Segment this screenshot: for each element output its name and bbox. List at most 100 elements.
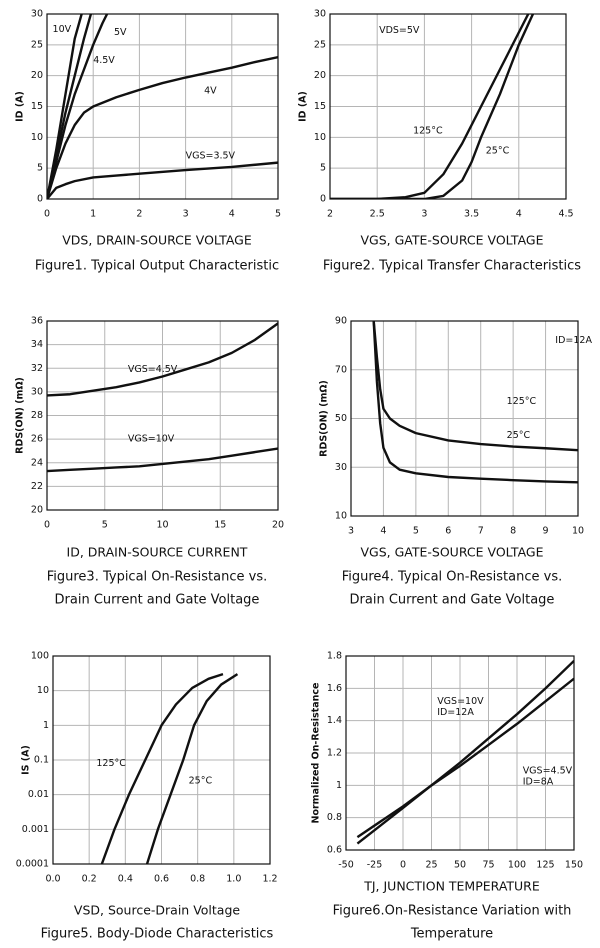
y-tick-label: 10 xyxy=(37,685,49,696)
x-tick-label: 1.2 xyxy=(262,874,277,885)
x-axis-label: ID, DRAIN-SOURCE CURRENT xyxy=(67,545,248,560)
x-axis-label: VGS, GATE-SOURCE VOLTAGE xyxy=(360,545,543,560)
series-condition: ID=8A xyxy=(523,776,554,787)
curve xyxy=(100,672,224,864)
y-tick-label: 36 xyxy=(31,316,43,327)
x-tick-label: 25 xyxy=(425,860,437,871)
y-tick-label: 24 xyxy=(31,457,43,468)
curve xyxy=(47,447,278,473)
series-label: 125°C xyxy=(413,126,443,137)
x-tick-label: 7 xyxy=(478,526,484,537)
caption: Drain Current and Gate Voltage xyxy=(55,593,260,608)
x-tick-label: 0.6 xyxy=(154,874,169,885)
x-tick-label: 4 xyxy=(229,209,235,220)
x-tick-label: 20 xyxy=(272,520,284,531)
x-tick-label: 4.5 xyxy=(558,209,573,220)
series-label: 25°C xyxy=(189,775,213,786)
y-tick-label: 0 xyxy=(320,194,326,205)
caption: Figure3. Typical On-Resistance vs. xyxy=(47,570,268,585)
y-tick-label: 5 xyxy=(320,163,326,174)
plot-frame xyxy=(350,320,579,517)
y-axis-label: RDS(ON) (mΩ) xyxy=(319,380,330,457)
x-tick-label: 10 xyxy=(156,520,168,531)
y-tick-label: 15 xyxy=(31,101,43,112)
y-tick-label: 0 xyxy=(37,194,43,205)
y-tick-label: 10 xyxy=(335,511,347,522)
caption: Figure6.On-Resistance Variation with xyxy=(333,904,572,919)
x-tick-label: 100 xyxy=(508,860,526,871)
curve xyxy=(372,321,578,484)
x-tick-label: 5 xyxy=(102,520,108,531)
x-tick-label: 8 xyxy=(510,526,516,537)
x-tick-label: 150 xyxy=(565,860,583,871)
series-label: VGS=10V xyxy=(128,434,175,445)
chart: 0.6 0.8 1 1.2 1.4 1.6 1.8 -50 -25 0 25 50 75 100 125 15… xyxy=(311,651,584,942)
caption: Figure4. Typical On-Resistance vs. xyxy=(342,570,563,585)
caption: Figure1. Typical Output Characteristic xyxy=(35,259,279,274)
x-tick-label: 9 xyxy=(543,526,549,537)
x-tick-label: 6 xyxy=(445,526,451,537)
x-tick-label: 0.8 xyxy=(190,874,205,885)
x-tick-label: 0.0 xyxy=(45,874,60,885)
y-tick-label: 0.8 xyxy=(327,812,342,823)
annotation: ID=12A xyxy=(555,335,592,346)
series-label: 125°C xyxy=(507,396,537,407)
x-tick-label: 4 xyxy=(380,526,386,537)
y-axis-label: RDS(ON) (mΩ) xyxy=(15,377,26,454)
y-tick-label: 1.2 xyxy=(327,748,342,759)
y-tick-label: 5 xyxy=(37,163,43,174)
curve xyxy=(47,161,278,199)
y-tick-label: 0.6 xyxy=(327,845,342,856)
x-tick-label: 0 xyxy=(400,860,406,871)
x-tick-label: 0.4 xyxy=(118,874,133,885)
x-tick-label: 2 xyxy=(136,209,142,220)
series-label: 25°C xyxy=(486,145,510,156)
y-tick-label: 10 xyxy=(31,132,43,143)
chart: 20 22 24 26 28 30 32 34 36 0 5 10 15 20 VGS=4.5V VGS=10… xyxy=(15,316,285,608)
y-axis-label: ID (A) xyxy=(298,91,309,122)
y-tick-label: 30 xyxy=(335,462,347,473)
x-axis-label: TJ, JUNCTION TEMPERATURE xyxy=(363,879,540,894)
y-tick-label: 0.01 xyxy=(28,789,49,800)
plot-frame xyxy=(46,13,279,200)
curve xyxy=(47,55,278,199)
x-tick-label: -25 xyxy=(367,860,383,871)
y-tick-label: 32 xyxy=(31,363,43,374)
y-tick-label: 90 xyxy=(335,316,347,327)
curve xyxy=(47,14,93,199)
y-axis-label: ID (A) xyxy=(15,91,26,122)
y-tick-label: 20 xyxy=(314,70,326,81)
x-tick-label: 10 xyxy=(572,526,584,537)
series-label: VGS=4.5V xyxy=(523,765,573,776)
plot-frame xyxy=(345,655,575,851)
y-tick-label: 15 xyxy=(314,101,326,112)
y-tick-label: 34 xyxy=(31,339,43,350)
x-tick-label: 3 xyxy=(183,209,189,220)
series-label: 5V xyxy=(114,27,127,38)
y-tick-label: 26 xyxy=(31,434,43,445)
x-tick-label: 1.0 xyxy=(226,874,241,885)
chart: 0.0001 0.001 0.01 0.1 1 10 100 0.0 0.2 0.4 0.6 0.8 1… xyxy=(16,651,278,942)
y-tick-label: 22 xyxy=(31,481,43,492)
x-tick-label: 3 xyxy=(421,209,427,220)
curve xyxy=(145,673,239,864)
caption: Temperature xyxy=(410,927,493,942)
y-tick-label: 25 xyxy=(31,39,43,50)
x-tick-label: 5 xyxy=(413,526,419,537)
y-tick-label: 50 xyxy=(335,413,347,424)
curve xyxy=(330,14,535,199)
x-tick-label: 1 xyxy=(90,209,96,220)
chart: 10 30 50 70 90 3 4 5 6 7 8 9 10 125°C 25°C ID=12A RDS(ON… xyxy=(319,316,593,608)
plot-frame xyxy=(46,320,279,511)
curve xyxy=(372,321,578,452)
caption: Drain Current and Gate Voltage xyxy=(350,593,555,608)
y-tick-label: 0.1 xyxy=(34,755,49,766)
x-tick-label: 2 xyxy=(327,209,333,220)
x-tick-label: 5 xyxy=(275,209,281,220)
series-condition: ID=12A xyxy=(437,707,474,718)
series-label: 125°C xyxy=(96,758,126,769)
y-tick-label: 20 xyxy=(31,70,43,81)
y-tick-label: 70 xyxy=(335,364,347,375)
x-tick-label: 3.5 xyxy=(464,209,479,220)
y-tick-label: 20 xyxy=(31,505,43,516)
